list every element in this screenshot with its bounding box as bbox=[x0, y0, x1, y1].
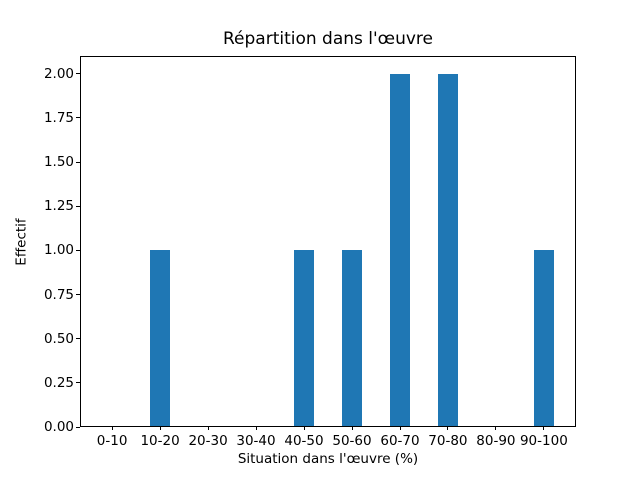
y-tick-label: 1.00 bbox=[43, 242, 74, 259]
x-tick bbox=[399, 426, 401, 430]
y-tick-label: 2.00 bbox=[43, 65, 74, 82]
x-tick-label: 60-70 bbox=[380, 433, 420, 449]
bar-60-70 bbox=[390, 73, 410, 426]
y-tick bbox=[76, 161, 80, 163]
x-tick bbox=[447, 426, 449, 430]
y-tick bbox=[76, 117, 80, 119]
x-tick bbox=[543, 426, 545, 430]
x-tick bbox=[255, 426, 257, 430]
x-tick bbox=[351, 426, 353, 430]
x-tick-label: 30-40 bbox=[236, 433, 276, 449]
bar-40-50 bbox=[294, 250, 314, 426]
x-axis-label: Situation dans l'œuvre (%) bbox=[237, 451, 419, 467]
y-tick bbox=[76, 205, 80, 207]
y-tick bbox=[76, 338, 80, 340]
x-tick-label: 80-90 bbox=[476, 433, 516, 449]
x-tick bbox=[111, 426, 113, 430]
y-tick bbox=[76, 249, 80, 251]
x-tick-label: 70-80 bbox=[428, 433, 468, 449]
y-tick-label: 1.25 bbox=[43, 198, 74, 215]
bar-10-20 bbox=[150, 250, 171, 426]
bar-90-100 bbox=[533, 250, 554, 426]
x-tick bbox=[303, 426, 305, 430]
y-axis-label: Effectif bbox=[13, 218, 30, 266]
x-tick bbox=[207, 426, 209, 430]
x-tick-label: 40-50 bbox=[284, 433, 324, 449]
bar-70-80 bbox=[437, 73, 458, 426]
x-tick-label: 90-100 bbox=[519, 433, 568, 449]
y-tick-label: 1.50 bbox=[43, 154, 74, 170]
y-tick-label: 0.25 bbox=[43, 374, 74, 391]
bar-50-60 bbox=[342, 250, 362, 426]
y-tick bbox=[76, 382, 80, 384]
y-tick bbox=[76, 294, 80, 295]
plot-area-border bbox=[80, 56, 576, 427]
y-tick-label: 1.75 bbox=[43, 109, 74, 126]
x-tick-label: 50-60 bbox=[332, 433, 372, 449]
x-tick-label: 10-20 bbox=[140, 433, 180, 449]
chart-title: Répartition dans l'œuvre bbox=[222, 29, 433, 49]
x-tick bbox=[159, 426, 161, 430]
y-tick-label: 0.00 bbox=[43, 419, 74, 435]
y-tick-label: 0.75 bbox=[43, 286, 74, 303]
y-tick bbox=[76, 73, 80, 75]
y-tick-label: 0.50 bbox=[43, 330, 74, 347]
x-tick bbox=[495, 426, 497, 430]
y-tick bbox=[76, 426, 80, 428]
x-tick-label: 20-30 bbox=[188, 433, 228, 449]
x-tick-label: 0-10 bbox=[96, 433, 128, 449]
